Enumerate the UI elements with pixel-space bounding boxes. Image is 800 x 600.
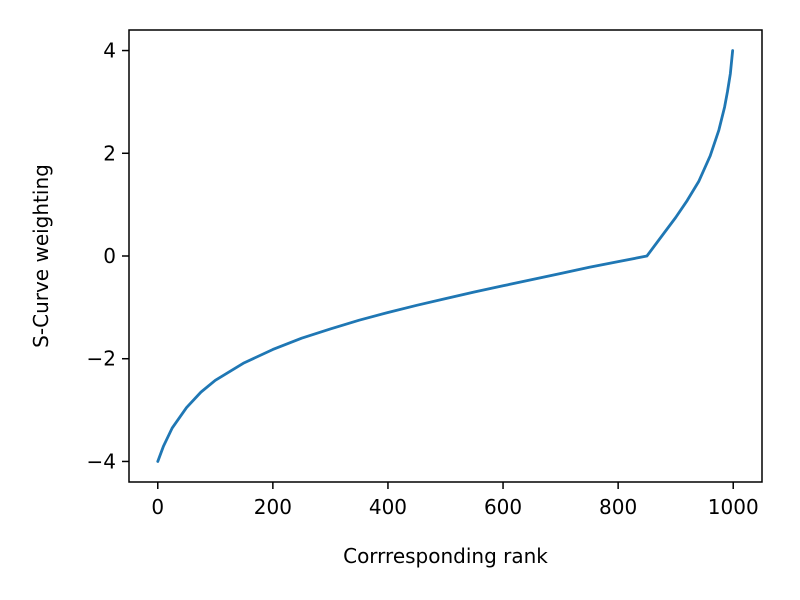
y-axis-label: S-Curve weighting [29, 164, 53, 348]
x-axis-label: Corrresponding rank [343, 544, 548, 568]
plot-area [128, 29, 763, 483]
x-tick-label: 600 [484, 495, 522, 519]
x-tick-label: 200 [254, 495, 292, 519]
y-tick-label: 4 [103, 39, 116, 63]
y-tick-label: −4 [87, 449, 116, 473]
y-tick-label: −2 [87, 347, 116, 371]
x-tick-label: 400 [369, 495, 407, 519]
y-tick-label: 0 [103, 244, 116, 268]
x-tick-label: 0 [151, 495, 164, 519]
y-tick-label: 2 [103, 141, 116, 165]
x-tick-label: 800 [599, 495, 637, 519]
x-tick-label: 1000 [708, 495, 759, 519]
series-line [156, 49, 735, 463]
axis-ticks: 0 200 400 600 800 1000 −4 −2 0 2 4 [87, 39, 759, 519]
